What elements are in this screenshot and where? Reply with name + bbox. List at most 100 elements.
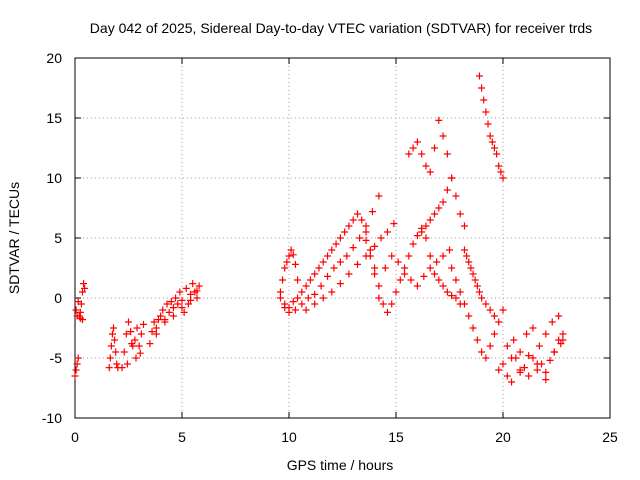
data-point <box>332 240 340 248</box>
data-point <box>133 324 141 332</box>
data-point <box>465 312 473 320</box>
data-point <box>490 144 498 152</box>
chart-title: Day 042 of 2025, Sidereal Day-to-day VTE… <box>90 20 592 36</box>
data-point <box>78 288 86 296</box>
data-point <box>473 282 481 290</box>
data-point <box>139 320 147 328</box>
data-point <box>72 366 80 374</box>
data-point <box>499 174 507 182</box>
data-point <box>167 298 175 306</box>
data-point <box>394 258 402 266</box>
x-tick-label: 25 <box>602 429 618 445</box>
data-point <box>456 210 464 218</box>
data-point <box>343 252 351 260</box>
data-point <box>366 252 374 260</box>
data-point <box>516 366 524 374</box>
data-point <box>336 258 344 266</box>
data-point <box>122 330 130 338</box>
data-point <box>187 290 195 298</box>
data-point <box>362 236 370 244</box>
data-point <box>439 132 447 140</box>
data-point <box>371 270 379 278</box>
data-point <box>443 288 451 296</box>
data-point <box>478 84 486 92</box>
data-point <box>375 282 383 290</box>
data-point <box>377 234 385 242</box>
data-point <box>349 244 357 252</box>
data-point <box>426 216 434 224</box>
x-tick-label: 0 <box>71 429 79 445</box>
data-point <box>279 276 287 284</box>
data-point <box>341 228 349 236</box>
data-point <box>448 264 456 272</box>
data-point <box>482 108 490 116</box>
data-point <box>291 260 299 268</box>
data-point <box>319 258 327 266</box>
data-point <box>499 306 507 314</box>
data-point <box>349 216 357 224</box>
data-point <box>418 228 426 236</box>
data-point <box>174 300 182 308</box>
data-point <box>146 340 154 348</box>
data-point <box>559 330 567 338</box>
data-point <box>448 292 456 300</box>
data-point <box>523 330 531 338</box>
data-point <box>478 348 486 356</box>
data-point <box>163 300 171 308</box>
data-point <box>311 290 319 298</box>
data-point <box>460 222 468 230</box>
data-point <box>431 210 439 218</box>
data-point <box>533 366 541 374</box>
data-point <box>508 378 516 386</box>
data-point <box>289 251 297 259</box>
data-point <box>469 324 477 332</box>
data-point <box>405 252 413 260</box>
data-point <box>439 198 447 206</box>
data-point <box>328 246 336 254</box>
data-point <box>435 204 443 212</box>
data-point <box>405 150 413 158</box>
data-point <box>336 280 344 288</box>
data-point <box>475 288 483 296</box>
data-point <box>184 300 192 308</box>
data-point <box>495 366 503 374</box>
data-point <box>78 316 86 324</box>
data-point <box>336 234 344 242</box>
data-point <box>478 294 486 302</box>
data-point <box>473 336 481 344</box>
data-point <box>542 376 550 384</box>
data-point <box>375 192 383 200</box>
data-point <box>358 216 366 224</box>
data-point <box>529 354 537 362</box>
data-point <box>486 342 494 350</box>
data-point <box>285 252 293 260</box>
data-point <box>431 270 439 278</box>
data-point <box>533 360 541 368</box>
data-point <box>471 276 479 284</box>
data-point <box>422 234 430 242</box>
data-point <box>452 294 460 302</box>
data-point <box>302 282 310 290</box>
data-point <box>484 120 492 128</box>
data-point <box>276 294 284 302</box>
data-point <box>371 264 379 272</box>
data-point <box>413 282 421 290</box>
data-point <box>353 260 361 268</box>
data-point <box>108 330 116 338</box>
y-axis-label: SDTVAR / TECUs <box>6 182 22 294</box>
data-point <box>287 246 295 254</box>
data-point <box>456 288 464 296</box>
data-point <box>113 360 121 368</box>
data-point <box>169 304 177 312</box>
data-point <box>446 246 453 254</box>
data-point <box>71 372 79 380</box>
data-point <box>285 308 293 316</box>
data-point <box>499 360 507 368</box>
data-marks <box>71 72 567 386</box>
data-point <box>111 336 119 344</box>
data-point <box>525 352 533 360</box>
data-point <box>486 132 494 140</box>
data-point <box>503 372 511 380</box>
axis-ticks: 0 5 10 15 20 25 -10 -5 0 5 10 15 20 <box>42 50 618 445</box>
